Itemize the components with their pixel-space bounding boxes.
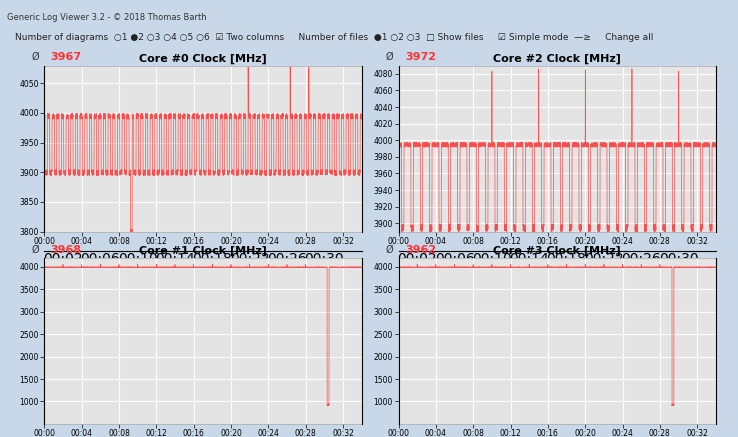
Text: 3962: 3962 xyxy=(405,245,436,254)
Text: Number of diagrams  ○1 ●2 ○3 ○4 ○5 ○6  ☑ Two columns     Number of files  ●1 ○2 : Number of diagrams ○1 ●2 ○3 ○4 ○5 ○6 ☑ T… xyxy=(15,33,653,42)
Title: Core #1 Clock [MHz]: Core #1 Clock [MHz] xyxy=(139,246,267,256)
Text: Ø: Ø xyxy=(32,52,39,62)
Text: 3972: 3972 xyxy=(405,52,436,62)
Text: Ø: Ø xyxy=(32,245,39,254)
Title: Core #3 Clock [MHz]: Core #3 Clock [MHz] xyxy=(493,246,621,256)
Text: 3968: 3968 xyxy=(51,245,82,254)
Text: Ø: Ø xyxy=(386,52,393,62)
Text: 3967: 3967 xyxy=(51,52,82,62)
Title: Core #2 Clock [MHz]: Core #2 Clock [MHz] xyxy=(493,53,621,64)
Text: Generic Log Viewer 3.2 - © 2018 Thomas Barth: Generic Log Viewer 3.2 - © 2018 Thomas B… xyxy=(7,13,207,22)
Title: Core #0 Clock [MHz]: Core #0 Clock [MHz] xyxy=(139,53,267,64)
Text: Ø: Ø xyxy=(386,245,393,254)
